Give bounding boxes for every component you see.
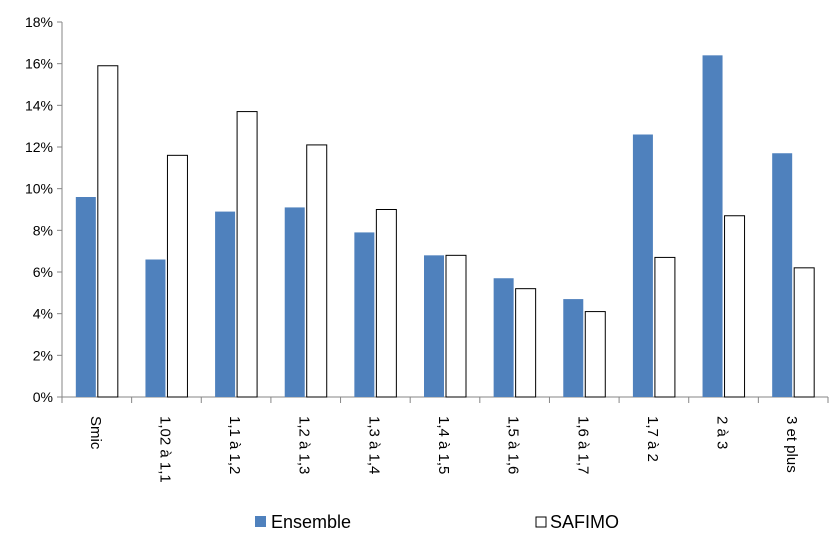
chart-axes bbox=[61, 22, 829, 403]
y-tick-label: 0% bbox=[33, 389, 53, 405]
x-tick-label: 1,3 à 1,4 bbox=[365, 416, 382, 474]
bar-safimo bbox=[654, 256, 676, 398]
y-tick-label: 18% bbox=[25, 14, 53, 30]
y-tick-label: 12% bbox=[25, 139, 53, 155]
bar-ensemble bbox=[772, 153, 793, 397]
legend-swatch-safimo bbox=[535, 516, 547, 528]
x-axis-labels: Smic 1,02 à 1,1 1,1 à 1,2 1,2 à 1,3 1,3 à 1,… bbox=[87, 416, 800, 483]
bar-ensemble bbox=[284, 207, 305, 397]
bar-ensemble bbox=[632, 134, 653, 397]
y-tick-label: 4% bbox=[33, 306, 53, 322]
bar-ensemble bbox=[493, 278, 514, 397]
bar-safimo bbox=[236, 111, 258, 398]
y-tick-label: 14% bbox=[25, 97, 53, 113]
bar-ensemble bbox=[563, 299, 584, 397]
y-tick-label: 10% bbox=[25, 181, 53, 197]
x-tick-label: 1,4 à 1,5 bbox=[435, 416, 452, 474]
bars-group bbox=[75, 55, 815, 398]
x-tick-label: 1,2 à 1,3 bbox=[296, 416, 313, 474]
legend: Ensemble SAFIMO bbox=[255, 512, 619, 532]
bar-ensemble bbox=[354, 232, 375, 397]
bar-ensemble bbox=[424, 255, 444, 397]
bar-safimo bbox=[97, 65, 119, 398]
legend-swatch-ensemble bbox=[255, 516, 266, 527]
y-tick-label: 6% bbox=[33, 264, 53, 280]
x-tick-label: 1,5 à 1,6 bbox=[505, 416, 522, 474]
bar-ensemble bbox=[75, 197, 96, 397]
x-tick-label: 1,7 à 2 bbox=[644, 416, 661, 462]
bar-safimo bbox=[724, 215, 746, 398]
x-tick-label: Smic bbox=[87, 416, 104, 450]
x-tick-label: 1,02 à 1,1 bbox=[156, 416, 173, 483]
legend-label-ensemble: Ensemble bbox=[271, 512, 351, 532]
legend-label-safimo: SAFIMO bbox=[550, 512, 619, 532]
bar-ensemble bbox=[215, 211, 236, 397]
bar-safimo bbox=[375, 209, 397, 398]
bar-safimo bbox=[166, 154, 188, 398]
x-tick-label: 1,6 à 1,7 bbox=[574, 416, 591, 474]
bar-ensemble bbox=[145, 259, 166, 397]
bar-ensemble bbox=[702, 55, 723, 397]
y-tick-label: 16% bbox=[25, 56, 53, 72]
bar-safimo bbox=[584, 311, 606, 398]
y-tick-label: 2% bbox=[33, 347, 53, 363]
bar-safimo bbox=[793, 267, 815, 398]
bar-safimo bbox=[445, 254, 467, 398]
y-tick-label: 8% bbox=[33, 222, 53, 238]
bar-safimo bbox=[306, 144, 328, 398]
bar-safimo bbox=[515, 288, 537, 398]
y-axis-ticks: 0% 2% 4% 6% 8% 10% 12% 14% 16% 18% bbox=[25, 14, 62, 405]
x-tick-label: 1,1 à 1,2 bbox=[226, 416, 243, 474]
x-tick-label: 2 à 3 bbox=[714, 416, 731, 449]
x-tick-label: 3 et plus bbox=[783, 416, 800, 473]
